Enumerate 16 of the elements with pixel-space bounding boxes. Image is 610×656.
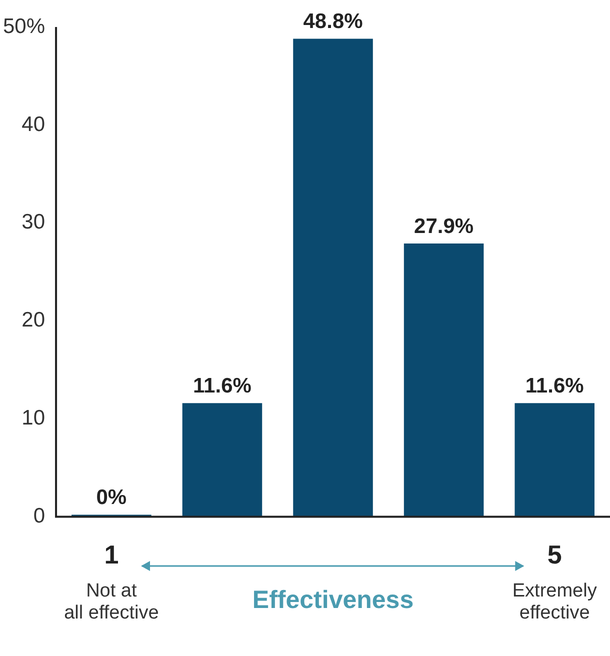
y-tick-label: 30: [22, 210, 46, 234]
y-tick-label: 0: [33, 504, 46, 528]
text: Extremely effective: [512, 580, 598, 624]
y-tick-label: 50%: [3, 14, 46, 38]
data-label: 11.6%: [193, 374, 252, 398]
y-tick-label: 20: [22, 308, 46, 332]
x-tick-label: 5: [547, 540, 562, 570]
y-tick-label: 10: [22, 406, 46, 430]
data-label: 0%: [96, 486, 127, 510]
data-label: 48.8%: [303, 10, 364, 34]
data-label: 27.9%: [414, 214, 474, 238]
data-label: 11.6%: [525, 374, 584, 398]
text: Not at all effective: [64, 580, 159, 624]
x-axis-title: Effectiveness: [252, 586, 414, 614]
y-tick-label: 40: [22, 112, 46, 136]
x-tick-label: 1: [104, 540, 119, 570]
